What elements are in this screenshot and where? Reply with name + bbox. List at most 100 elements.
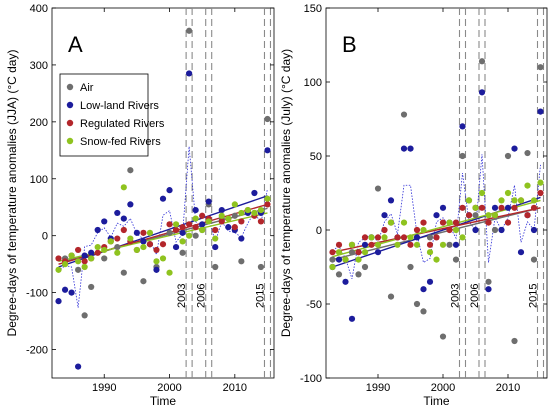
point-snow-fed-rivers bbox=[537, 179, 544, 186]
y-tick-label: -100 bbox=[300, 373, 322, 385]
point-regulated-rivers bbox=[394, 234, 401, 241]
point-air bbox=[355, 271, 362, 278]
point-low-land-rivers bbox=[348, 315, 356, 322]
x-tick-label: 1990 bbox=[366, 382, 390, 394]
y-tick-label: 300 bbox=[30, 60, 48, 72]
point-snow-fed-rivers bbox=[374, 241, 382, 248]
point-snow-fed-rivers bbox=[199, 226, 206, 234]
point-low-land-rivers bbox=[413, 234, 421, 241]
point-snow-fed-rivers bbox=[446, 219, 453, 226]
point-low-land-rivers bbox=[517, 249, 525, 256]
point-air bbox=[504, 152, 512, 160]
point-snow-fed-rivers bbox=[61, 261, 69, 268]
point-air bbox=[114, 243, 121, 251]
point-regulated-rivers bbox=[166, 221, 173, 228]
y-tick-label: 0 bbox=[42, 231, 48, 243]
point-air bbox=[439, 333, 447, 340]
point-snow-fed-rivers bbox=[381, 234, 388, 241]
point-low-land-rivers bbox=[68, 289, 75, 296]
point-snow-fed-rivers bbox=[465, 197, 473, 204]
point-snow-fed-rivers bbox=[355, 256, 362, 263]
point-low-land-rivers bbox=[192, 206, 199, 214]
point-snow-fed-rivers bbox=[517, 197, 525, 204]
point-regulated-rivers bbox=[433, 234, 440, 241]
point-low-land-rivers bbox=[420, 286, 427, 293]
point-snow-fed-rivers bbox=[329, 263, 336, 271]
point-regulated-rivers bbox=[257, 218, 265, 225]
y-tick-label: -50 bbox=[306, 299, 322, 311]
legend-marker bbox=[66, 83, 74, 91]
point-snow-fed-rivers bbox=[244, 206, 251, 214]
point-snow-fed-rivers bbox=[387, 219, 395, 226]
point-air bbox=[485, 278, 492, 285]
legend-box bbox=[59, 73, 149, 157]
y-axis-label: Degree-days of temperature anomalies (Ju… bbox=[279, 49, 293, 337]
point-regulated-rivers bbox=[212, 226, 219, 234]
point-regulated-rivers bbox=[238, 218, 245, 225]
point-air bbox=[140, 278, 147, 285]
point-low-land-rivers bbox=[407, 145, 414, 152]
point-low-land-rivers bbox=[153, 266, 160, 273]
point-low-land-rivers bbox=[101, 218, 108, 225]
point-regulated-rivers bbox=[511, 204, 518, 211]
point-low-land-rivers bbox=[94, 226, 101, 234]
x-tick-label: 1990 bbox=[92, 382, 116, 394]
point-regulated-rivers bbox=[420, 219, 427, 226]
point-low-land-rivers bbox=[452, 241, 460, 248]
point-regulated-rivers bbox=[524, 212, 531, 219]
point-low-land-rivers bbox=[400, 145, 408, 152]
point-regulated-rivers bbox=[146, 241, 154, 248]
x-axis-label: Time bbox=[423, 394, 450, 408]
point-regulated-rivers bbox=[504, 219, 512, 226]
point-regulated-rivers bbox=[478, 204, 486, 211]
y-tick-label: 100 bbox=[30, 174, 48, 186]
point-air bbox=[511, 337, 518, 345]
point-air bbox=[491, 226, 499, 234]
point-air bbox=[88, 283, 95, 291]
point-air bbox=[264, 115, 271, 123]
point-low-land-rivers bbox=[212, 243, 219, 251]
y-tick-label: -200 bbox=[26, 345, 48, 357]
point-regulated-rivers bbox=[55, 255, 62, 262]
point-air bbox=[407, 263, 414, 271]
point-low-land-rivers bbox=[478, 89, 486, 96]
point-air bbox=[120, 269, 127, 276]
point-low-land-rivers bbox=[459, 123, 466, 130]
point-low-land-rivers bbox=[81, 252, 88, 259]
point-regulated-rivers bbox=[413, 226, 421, 234]
point-snow-fed-rivers bbox=[225, 215, 232, 222]
point-low-land-rivers bbox=[374, 249, 382, 256]
point-snow-fed-rivers bbox=[114, 249, 121, 256]
point-snow-fed-rivers bbox=[394, 241, 401, 248]
point-snow-fed-rivers bbox=[159, 255, 167, 262]
point-regulated-rivers bbox=[199, 212, 206, 219]
trend-line-low-land-rivers bbox=[58, 195, 268, 268]
point-snow-fed-rivers bbox=[88, 255, 95, 262]
point-air bbox=[101, 255, 108, 262]
point-snow-fed-rivers bbox=[413, 241, 421, 248]
point-snow-fed-rivers bbox=[361, 249, 369, 256]
point-snow-fed-rivers bbox=[153, 258, 160, 265]
y-tick-label: 150 bbox=[304, 3, 322, 15]
point-regulated-rivers bbox=[120, 226, 127, 234]
point-snow-fed-rivers bbox=[75, 258, 82, 265]
point-air bbox=[212, 263, 219, 271]
point-regulated-rivers bbox=[426, 241, 434, 248]
point-snow-fed-rivers bbox=[231, 201, 238, 208]
point-snow-fed-rivers bbox=[251, 209, 258, 217]
point-regulated-rivers bbox=[264, 201, 271, 208]
point-air bbox=[166, 229, 173, 236]
point-snow-fed-rivers bbox=[212, 235, 219, 242]
point-regulated-rivers bbox=[179, 224, 186, 231]
legend-entry: Air bbox=[80, 82, 94, 94]
legend-entry: Regulated Rivers bbox=[80, 118, 165, 130]
point-snow-fed-rivers bbox=[186, 232, 193, 239]
point-air bbox=[400, 111, 408, 118]
point-snow-fed-rivers bbox=[498, 197, 505, 204]
point-air bbox=[478, 58, 486, 65]
y-tick-label: 0 bbox=[316, 225, 322, 237]
point-snow-fed-rivers bbox=[420, 226, 427, 234]
point-air bbox=[231, 212, 238, 219]
point-regulated-rivers bbox=[81, 258, 88, 265]
x-tick-label: 2000 bbox=[157, 382, 181, 394]
